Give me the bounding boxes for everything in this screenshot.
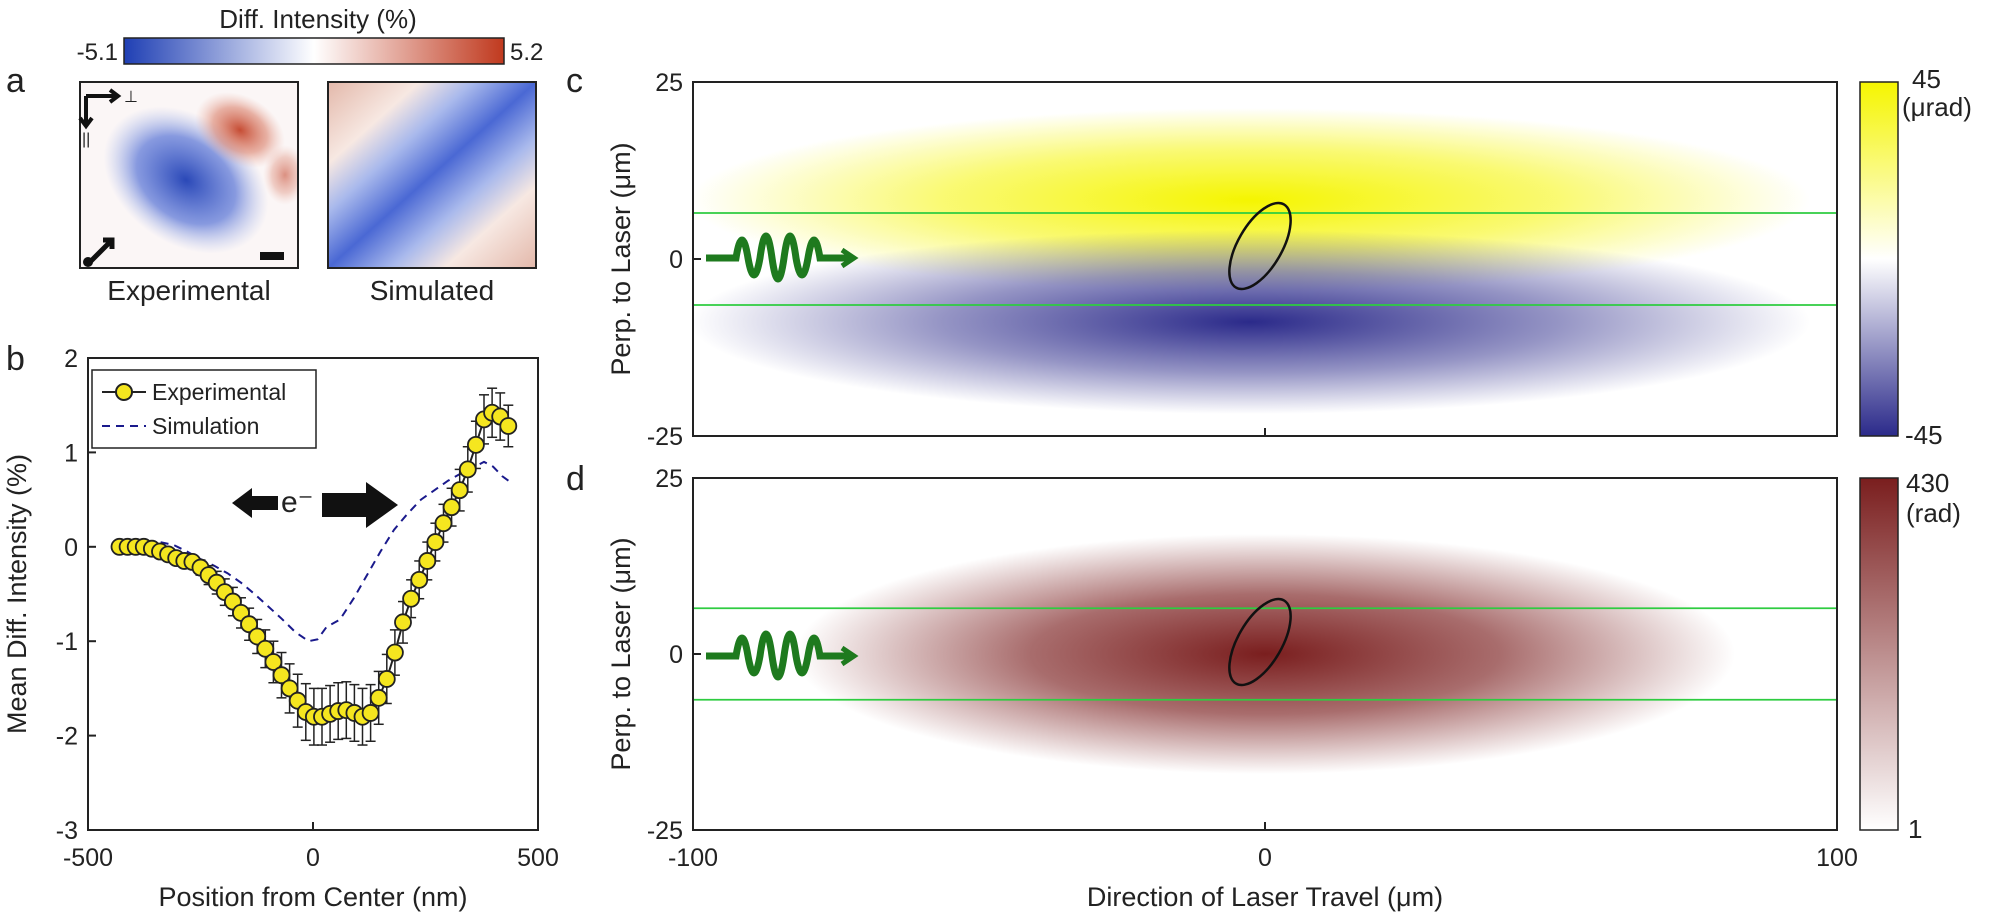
chart-b-ytick-label: -1	[56, 628, 78, 656]
data-point-experimental	[426, 533, 445, 551]
chart-b-xtick-label: 0	[306, 844, 320, 872]
experimental-image: ⊥ ||	[78, 81, 299, 269]
heatmap-d: 25 0 -25-100 0 100 Perp. to Laser (μm) Direc…	[606, 465, 1858, 912]
data-point-experimental	[442, 498, 461, 517]
chart-b-ytick-label: -3	[56, 817, 78, 845]
chart-b-xlabel: Position from Center (nm)	[158, 882, 467, 912]
data-point-experimental	[272, 666, 291, 685]
panel-label-c: c	[566, 62, 583, 100]
heatmap-c: 25 0 -25 Perp. to Laser (μm)	[606, 69, 1838, 451]
data-point-experimental	[410, 570, 429, 589]
colorbar-d-max: 430	[1906, 468, 1949, 498]
legend-b	[91, 369, 317, 449]
chart-b-ylabel: Mean Diff. Intensity (%)	[2, 454, 32, 734]
heatmap-d-xlabel: Direction of Laser Travel (μm)	[1087, 882, 1443, 912]
experimental-caption: Experimental	[107, 275, 270, 306]
colorbar-c	[1859, 81, 1899, 437]
data-point-experimental	[280, 679, 299, 698]
data-point-experimental	[377, 670, 396, 688]
chart-b-ytick-label: 2	[64, 345, 78, 373]
colorbar-d-unit: (rad)	[1906, 498, 1961, 528]
beam-arrow-icon	[88, 237, 115, 264]
data-point-experimental	[418, 552, 437, 570]
perp-symbol: ⊥	[124, 89, 138, 106]
colorbar-d	[1859, 477, 1899, 831]
simulated-caption: Simulated	[370, 275, 495, 306]
heatmap-d-phase-blob	[795, 534, 1735, 774]
data-point-experimental	[385, 643, 404, 662]
colorbar-c-max: 45	[1912, 64, 1941, 94]
parallel-symbol: ||	[82, 131, 90, 148]
heatmap-ytick-label: 0	[669, 246, 683, 274]
chart-b-ytick-label: -2	[56, 723, 78, 751]
chart-b-xtick-label: -500	[63, 844, 113, 872]
data-point-experimental	[256, 639, 275, 658]
heatmap-ytick-label: -25	[647, 817, 683, 845]
right-arrow-icon	[322, 482, 398, 528]
heatmap-c-negative-lobe	[693, 230, 1810, 414]
legend-label-experimental: Experimental	[152, 379, 286, 405]
chart-b-xtick-label: 500	[517, 844, 559, 872]
heatmap-ytick-label: 0	[669, 641, 683, 669]
legend-label-simulation: Simulation	[152, 413, 259, 439]
data-point-experimental	[248, 627, 267, 646]
simulated-image	[327, 81, 537, 269]
panel-label-d: d	[566, 460, 585, 498]
data-point-experimental	[369, 688, 388, 707]
left-arrow-icon	[232, 488, 278, 518]
electron-beam-ellipse-c	[1228, 201, 1292, 291]
data-point-experimental	[458, 460, 477, 479]
heatmap-ytick-label: 25	[655, 69, 683, 97]
heatmap-xtick-label: 100	[1816, 844, 1858, 872]
heatmap-ytick-label: 25	[655, 465, 683, 493]
heatmap-xtick-label: 0	[1258, 844, 1272, 872]
scale-bar	[260, 252, 284, 260]
electron-beam-ellipse-d	[1228, 597, 1292, 687]
colorbar-c-min: -45	[1905, 420, 1943, 450]
laser-pulse-icon	[706, 630, 859, 681]
data-point-experimental	[434, 514, 453, 533]
axis-arrow-icon	[78, 88, 122, 130]
legend-marker-experimental	[115, 383, 133, 401]
data-point-experimental	[240, 615, 259, 634]
data-point-experimental	[499, 417, 518, 435]
panel-label-b: b	[6, 340, 25, 378]
chart-b-ytick-label: 0	[64, 534, 78, 562]
data-point-experimental	[264, 653, 283, 671]
chart-b: -500 0 500 -3 -2 -1 0 1 2 Experimental Simulatio…	[2, 345, 559, 912]
colorbar-a	[123, 37, 505, 65]
colorbar-a-min-label: -5.1	[77, 39, 118, 66]
data-point-experimental	[450, 481, 469, 500]
colorbar-a-title: Diff. Intensity (%)	[219, 4, 416, 34]
heatmap-d-ylabel: Perp. to Laser (μm)	[606, 537, 636, 770]
data-point-experimental	[466, 435, 485, 454]
laser-pulse-icon	[706, 232, 859, 283]
data-point-experimental	[394, 613, 412, 632]
colorbar-c-unit: (μrad)	[1902, 92, 1972, 122]
data-point-experimental	[361, 704, 380, 722]
chart-b-ytick-label: 1	[64, 439, 78, 467]
colorbar-a-max-label: 5.2	[510, 39, 543, 66]
heatmap-xtick-label: -100	[668, 844, 718, 872]
panel-label-a: a	[6, 62, 25, 100]
heatmap-ytick-label: -25	[647, 423, 683, 451]
data-point-experimental	[402, 589, 421, 608]
electron-annotation: e⁻	[281, 486, 314, 519]
colorbar-d-min: 1	[1908, 814, 1922, 844]
heatmap-c-ylabel: Perp. to Laser (μm)	[606, 142, 636, 375]
